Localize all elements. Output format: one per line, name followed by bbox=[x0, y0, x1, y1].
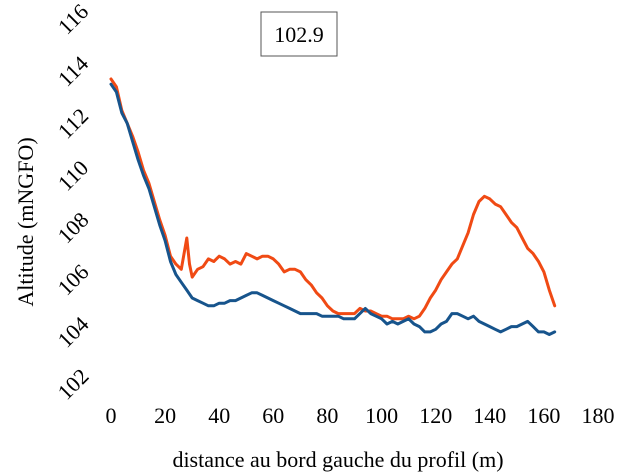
annotation-box: 102.9 bbox=[260, 11, 338, 57]
series-line-1 bbox=[109, 77, 557, 321]
x-tick-label: 160 bbox=[527, 403, 560, 428]
y-tick-label: 116 bbox=[53, 0, 93, 39]
series-layer bbox=[109, 77, 557, 336]
x-tick-label: 0 bbox=[106, 403, 117, 428]
x-tick-label: 140 bbox=[473, 403, 506, 428]
y-tick-label: 104 bbox=[52, 311, 93, 352]
series-line-2 bbox=[109, 82, 557, 336]
y-tick-label: 106 bbox=[52, 259, 93, 300]
y-tick-label: 102 bbox=[52, 363, 93, 404]
x-tick-label: 80 bbox=[316, 403, 338, 428]
y-tick-label: 110 bbox=[53, 155, 93, 195]
x-axis-ticks: 0 20 40 60 80 100 120 140 160 180 bbox=[106, 403, 615, 428]
y-tick-label: 114 bbox=[53, 51, 93, 91]
annotation-label: 102.9 bbox=[274, 22, 324, 47]
y-axis-ticks: 102 104 106 108 110 112 114 116 bbox=[52, 0, 93, 405]
x-tick-label: 20 bbox=[154, 403, 176, 428]
x-tick-label: 100 bbox=[365, 403, 398, 428]
x-tick-label: 40 bbox=[208, 403, 230, 428]
y-tick-label: 112 bbox=[53, 103, 93, 143]
x-axis-title: distance au bord gauche du profil (m) bbox=[172, 447, 503, 472]
x-tick-label: 180 bbox=[582, 403, 615, 428]
x-tick-label: 120 bbox=[419, 403, 452, 428]
y-axis-title: Altitude (mNGFO) bbox=[13, 137, 38, 306]
x-tick-label: 60 bbox=[262, 403, 284, 428]
y-tick-label: 108 bbox=[52, 207, 93, 248]
